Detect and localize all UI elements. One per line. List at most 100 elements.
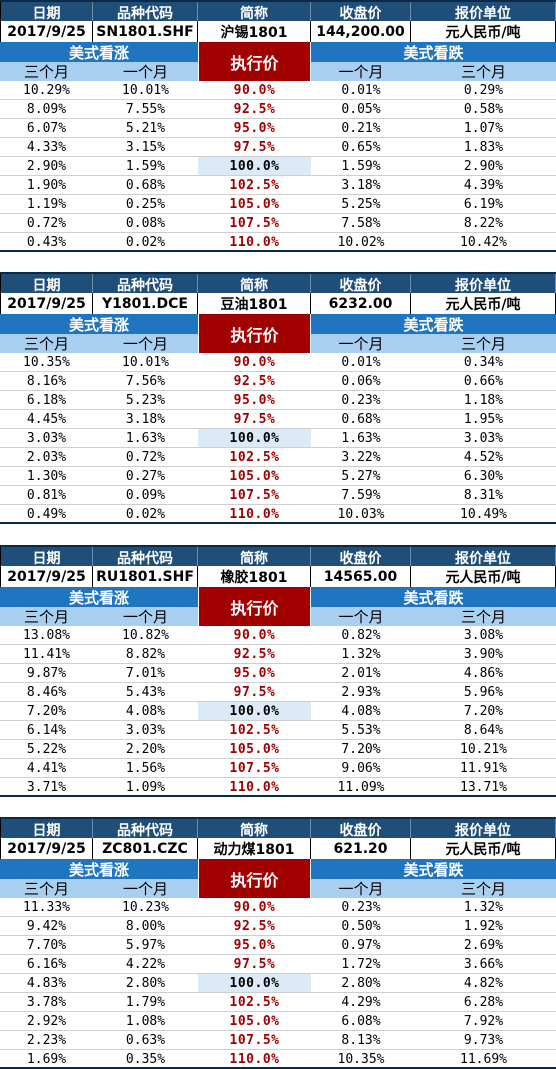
table-row: 7.20% 4.08% 100.0% 4.08% 7.20% [0,702,556,721]
us-call-label: 美式看涨 [68,43,129,62]
trade-date: 2017/9/25 [0,838,93,859]
strike-price: 110.0% [229,507,280,522]
call-one-month: 0.63% [125,1033,166,1048]
us-put-label: 美式看跌 [403,43,464,62]
table-row: 8.46% 5.43% 97.5% 2.93% 5.96% [0,683,556,702]
put-one-month: 1.59% [341,159,381,174]
name-header: 简称 [198,274,311,295]
row-divider [0,777,556,778]
put-three-month: 4.52% [463,450,504,465]
row-divider [0,137,556,138]
table-row: 0.43% 0.02% 110.0% 10.02% 10.42% [0,233,556,252]
put-one-month: 3.22% [341,450,381,465]
call-three-month: 0.72% [26,216,67,231]
close-price: 144,200.00 [311,21,411,42]
call-three-month: 7.70% [26,938,67,953]
us-put-label: 美式看跌 [403,315,464,334]
call-one-month: 5.97% [125,938,166,953]
call-three-month: 6.18% [26,393,67,408]
put-one-month: 6.08% [341,1014,381,1029]
row-divider [0,371,556,372]
contract-info-row: 2017/9/25 SN1801.SHF 沪锡1801 144,200.00 元人民币/… [0,21,556,43]
strike-price: 90.0% [233,83,276,98]
one-month-label: 一个月 [338,335,384,353]
name-header: 简称 [198,819,311,840]
put-three-month: 11.69% [460,1052,507,1067]
call-one-month: 3.18% [125,412,166,427]
strike-price: 92.5% [233,374,276,389]
put-three-month: 5.96% [463,685,504,700]
one-month-label: 一个月 [122,880,168,898]
put-one-month: 4.29% [341,995,381,1010]
price-unit: 元人民币/吨 [411,21,556,42]
contract-info-row: 2017/9/25 RU1801.SHF 橡胶1801 14565.00 元人民币/吨 [0,566,556,588]
three-month-label: 三个月 [460,608,506,626]
strike-price: 102.5% [229,995,280,1010]
call-one-month: 0.72% [125,450,166,465]
three-month-label: 三个月 [460,880,506,898]
call-three-month: 13.08% [23,628,70,643]
row-divider [0,1049,556,1050]
unit-header: 报价单位 [411,2,556,23]
strike-price: 90.0% [233,628,276,643]
code-header: 品种代码 [93,2,198,23]
put-one-month: 2.93% [341,685,381,700]
strike-price: 97.5% [233,140,276,155]
put-three-month: 10.49% [460,507,507,522]
put-three-month: 8.64% [463,723,504,738]
call-three-month: 4.45% [26,412,67,427]
strike-header: 执行价 [198,587,311,626]
three-month-label: 三个月 [23,63,69,81]
table-row: 6.14% 3.03% 102.5% 5.53% 8.64% [0,721,556,740]
table-row: 6.16% 4.22% 97.5% 1.72% 3.66% [0,955,556,974]
strike-price: 102.5% [229,450,280,465]
put-one-month: 7.59% [341,488,381,503]
row-divider [0,682,556,683]
table-row: 11.41% 8.82% 92.5% 1.32% 3.90% [0,645,556,664]
put-three-month: 4.39% [463,178,504,193]
call-three-month: 1.90% [26,178,67,193]
put-three-month: 8.22% [463,216,504,231]
row-divider [0,232,556,233]
strike-price: 92.5% [233,647,276,662]
put-three-month: 4.82% [463,976,504,991]
strike-price: 110.0% [229,1052,280,1067]
strike-price: 107.5% [229,216,280,231]
call-three-month: 1.19% [26,197,67,212]
table-row: 1.19% 0.25% 105.0% 5.25% 6.19% [0,195,556,214]
contract-name: 豆油1801 [198,293,311,314]
table-row: 2.23% 0.63% 107.5% 8.13% 9.73% [0,1031,556,1050]
call-one-month: 3.03% [125,723,166,738]
contract-code: RU1801.SHF [93,566,198,587]
call-three-month: 11.41% [23,647,70,662]
put-one-month: 10.03% [337,507,385,522]
row-divider [0,663,556,664]
unit-header: 报价单位 [411,819,556,840]
strike-price: 90.0% [233,355,276,370]
row-divider [0,954,556,955]
row-divider [0,701,556,702]
table-row: 2.03% 0.72% 102.5% 3.22% 4.52% [0,448,556,467]
put-three-month: 1.95% [463,412,504,427]
call-one-month: 10.82% [122,628,169,643]
unit-header: 报价单位 [411,274,556,295]
call-three-month: 10.29% [23,83,70,98]
contract-info-row: 2017/9/25 Y1801.DCE 豆油1801 6232.00 元人民币/吨 [0,293,556,315]
call-one-month: 2.80% [125,976,166,991]
table-row: 4.45% 3.18% 97.5% 0.68% 1.95% [0,410,556,429]
strike-price: 95.0% [233,938,276,953]
strike-price: 97.5% [233,412,276,427]
strike-header: 执行价 [198,42,311,81]
date-header: 日期 [0,819,93,840]
call-one-month: 0.09% [125,488,166,503]
row-divider [0,504,556,505]
put-one-month: 0.05% [341,102,381,117]
row-divider [0,1030,556,1031]
call-one-month: 3.15% [125,140,166,155]
one-month-label: 一个月 [122,63,168,81]
strike-price: 105.0% [229,1014,280,1029]
date-header: 日期 [0,2,93,23]
call-three-month: 1.30% [26,469,67,484]
put-one-month: 1.63% [341,431,381,446]
call-one-month: 2.20% [125,742,166,757]
